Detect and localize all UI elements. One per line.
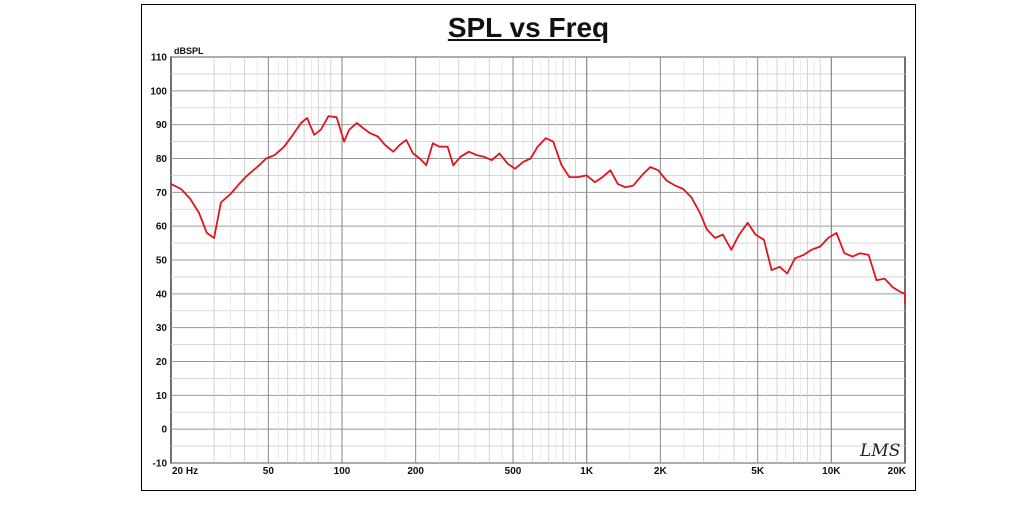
- x-tick-label: 1K: [580, 466, 594, 477]
- lms-logo: LMS: [859, 441, 900, 461]
- y-tick-label: 110: [151, 53, 168, 64]
- chart-title: SPL vs Freq: [447, 12, 610, 43]
- y-tick-label: 100: [150, 86, 167, 97]
- y-tick-label: 50: [156, 256, 168, 267]
- y-tick-label: 90: [156, 120, 168, 131]
- x-tick-label: 50: [263, 466, 275, 477]
- y-tick-label: 0: [161, 425, 167, 436]
- y-tick-label: 80: [156, 154, 168, 165]
- series-layer: [170, 115, 906, 305]
- y-tick-label: -10: [153, 459, 168, 470]
- y-axis-label: dBSPL: [174, 46, 204, 56]
- x-tick-label: 10K: [822, 466, 841, 477]
- x-tick-label: 2K: [654, 466, 668, 477]
- y-tick-label: 60: [156, 222, 168, 233]
- y-tick-label: 70: [156, 188, 168, 199]
- y-tick-label: 10: [156, 391, 168, 402]
- y-tick-label: 20: [156, 357, 168, 368]
- series-line: [170, 115, 906, 305]
- y-axis-ticks: -10 0 10 20 30 40 50 60 70 80 90 100 110: [150, 53, 167, 470]
- y-tick-label: 40: [156, 289, 168, 300]
- x-tick-label: 100: [334, 466, 351, 477]
- x-tick-label: 20 Hz: [172, 466, 198, 477]
- x-tick-label: 200: [407, 466, 424, 477]
- y-tick-label: 30: [156, 323, 168, 334]
- x-tick-label: 20K: [888, 466, 907, 477]
- grid: [171, 56, 905, 464]
- x-axis-ticks: 20 Hz 50 100 200 500 1K 2K 5K 10K 20K: [172, 466, 907, 477]
- x-tick-label: 500: [505, 466, 522, 477]
- x-tick-label: 5K: [751, 466, 765, 477]
